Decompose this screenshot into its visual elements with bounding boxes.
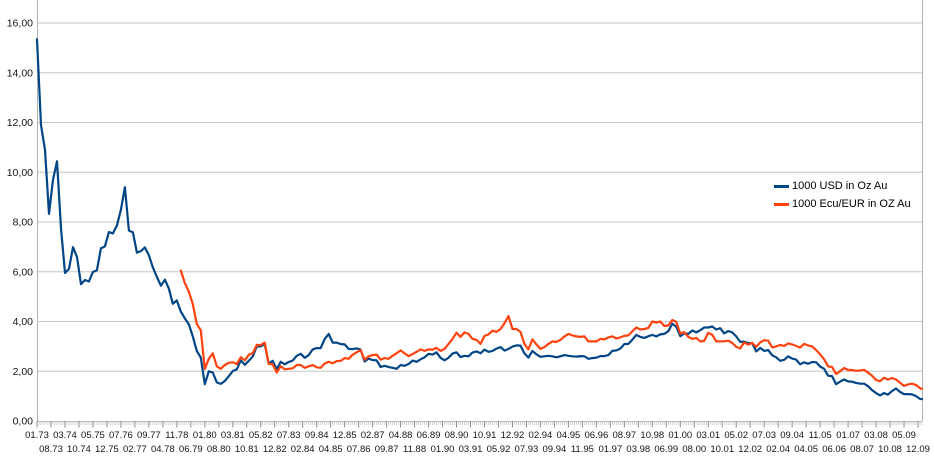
x-axis-label: 01.07 [836, 430, 860, 441]
x-axis-label: 04.95 [557, 430, 581, 441]
usd-series-swatch [774, 184, 789, 188]
y-axis-label: 4,00 [13, 316, 34, 328]
x-axis-label: 08.97 [612, 430, 636, 441]
legend-label-usd: 1000 USD in Oz Au [792, 180, 888, 192]
eur-series-swatch [774, 202, 789, 206]
y-axis-label: 2,00 [13, 366, 34, 378]
x-axis-label: 03.01 [696, 430, 720, 441]
x-axis-label: 04.85 [319, 444, 343, 455]
x-axis-label: 06.79 [179, 444, 203, 455]
x-axis-label: 01.97 [598, 444, 622, 455]
x-axis-label: 11.95 [571, 444, 594, 455]
y-axis-label: 0,00 [13, 416, 34, 428]
legend-item-usd[interactable]: 1000 USD in Oz Au [774, 179, 911, 193]
x-axis-label: 02.04 [766, 444, 790, 455]
x-axis-label: 07.03 [752, 430, 776, 441]
x-axis-label: 08.73 [39, 444, 63, 455]
x-axis-label: 11.78 [165, 430, 188, 441]
legend-label-eur: 1000 Ecu/EUR in OZ Au [792, 198, 911, 210]
x-axis-label: 03.74 [53, 430, 77, 441]
y-axis-label: 10,00 [7, 167, 33, 179]
x-axis-label: 07.86 [347, 444, 371, 455]
x-axis-label: 09.94 [543, 444, 567, 455]
eur-series-line [179, 269, 924, 390]
x-axis-label: 10.08 [878, 444, 902, 455]
x-axis-label: 02.77 [123, 444, 147, 455]
x-axis-label: 07.76 [109, 430, 133, 441]
x-axis-label: 12.85 [333, 430, 357, 441]
x-axis-label: 12.82 [263, 444, 287, 455]
y-axis-label: 12,00 [7, 117, 33, 129]
x-axis-label: 06.99 [654, 444, 678, 455]
x-axis-label: 02.84 [291, 444, 315, 455]
x-axis-label: 03.08 [864, 430, 888, 441]
x-axis-label: 10.81 [235, 444, 259, 455]
x-axis-label: 07.93 [515, 444, 539, 455]
x-axis-label: 09.04 [780, 430, 804, 441]
x-axis-label: 05.82 [249, 430, 273, 441]
x-axis-label: 12.09 [906, 444, 930, 455]
x-axis-label: 10.74 [67, 444, 91, 455]
x-axis-label: 03.98 [626, 444, 650, 455]
y-axis-label: 14,00 [7, 67, 33, 79]
x-axis-label: 06.96 [584, 430, 608, 441]
x-axis-label: 01.73 [25, 430, 49, 441]
x-axis-label: 09.77 [137, 430, 161, 441]
y-axis-label: 16,00 [7, 18, 33, 30]
x-axis-label: 02.87 [361, 430, 385, 441]
x-axis-label: 04.78 [151, 444, 175, 455]
x-axis-label: 10.98 [640, 430, 664, 441]
x-axis-label: 10.91 [473, 430, 497, 441]
x-axis-label: 07.83 [277, 430, 301, 441]
x-axis-label: 11.88 [403, 444, 426, 455]
x-axis-label: 12.02 [738, 444, 762, 455]
x-axis-label: 01.00 [668, 430, 692, 441]
x-axis-label: 08.00 [682, 444, 706, 455]
y-axis-label: 6,00 [13, 266, 34, 278]
x-axis-label: 01.80 [193, 430, 217, 441]
x-axis-label: 08.07 [850, 444, 874, 455]
y-axis-label: 8,00 [13, 217, 34, 229]
x-axis-label: 05.09 [892, 430, 916, 441]
x-axis-label: 09.87 [375, 444, 399, 455]
x-axis-label: 10.01 [710, 444, 734, 455]
x-axis-label: 04.05 [794, 444, 818, 455]
x-axis-label: 06.89 [417, 430, 441, 441]
x-axis-label: 11.05 [809, 430, 832, 441]
x-axis-label: 12.75 [95, 444, 119, 455]
x-axis-label: 12.92 [501, 430, 525, 441]
x-axis-label: 09.84 [305, 430, 329, 441]
x-axis-label: 05.02 [724, 430, 748, 441]
legend: 1000 USD in Oz Au 1000 Ecu/EUR in OZ Au [774, 179, 911, 211]
x-axis-label: 05.92 [487, 444, 511, 455]
x-axis-label: 03.91 [459, 444, 483, 455]
usd-series-line [35, 38, 924, 401]
x-axis-label: 05.75 [81, 430, 105, 441]
x-axis-label: 08.90 [445, 430, 469, 441]
x-axis-label: 01.90 [431, 444, 455, 455]
legend-item-eur[interactable]: 1000 Ecu/EUR in OZ Au [774, 197, 911, 211]
x-axis-label: 08.80 [207, 444, 231, 455]
x-axis-label: 03.81 [221, 430, 245, 441]
x-axis-label: 06.06 [822, 444, 846, 455]
x-axis-label: 04.88 [389, 430, 413, 441]
x-axis-label: 02.94 [529, 430, 553, 441]
